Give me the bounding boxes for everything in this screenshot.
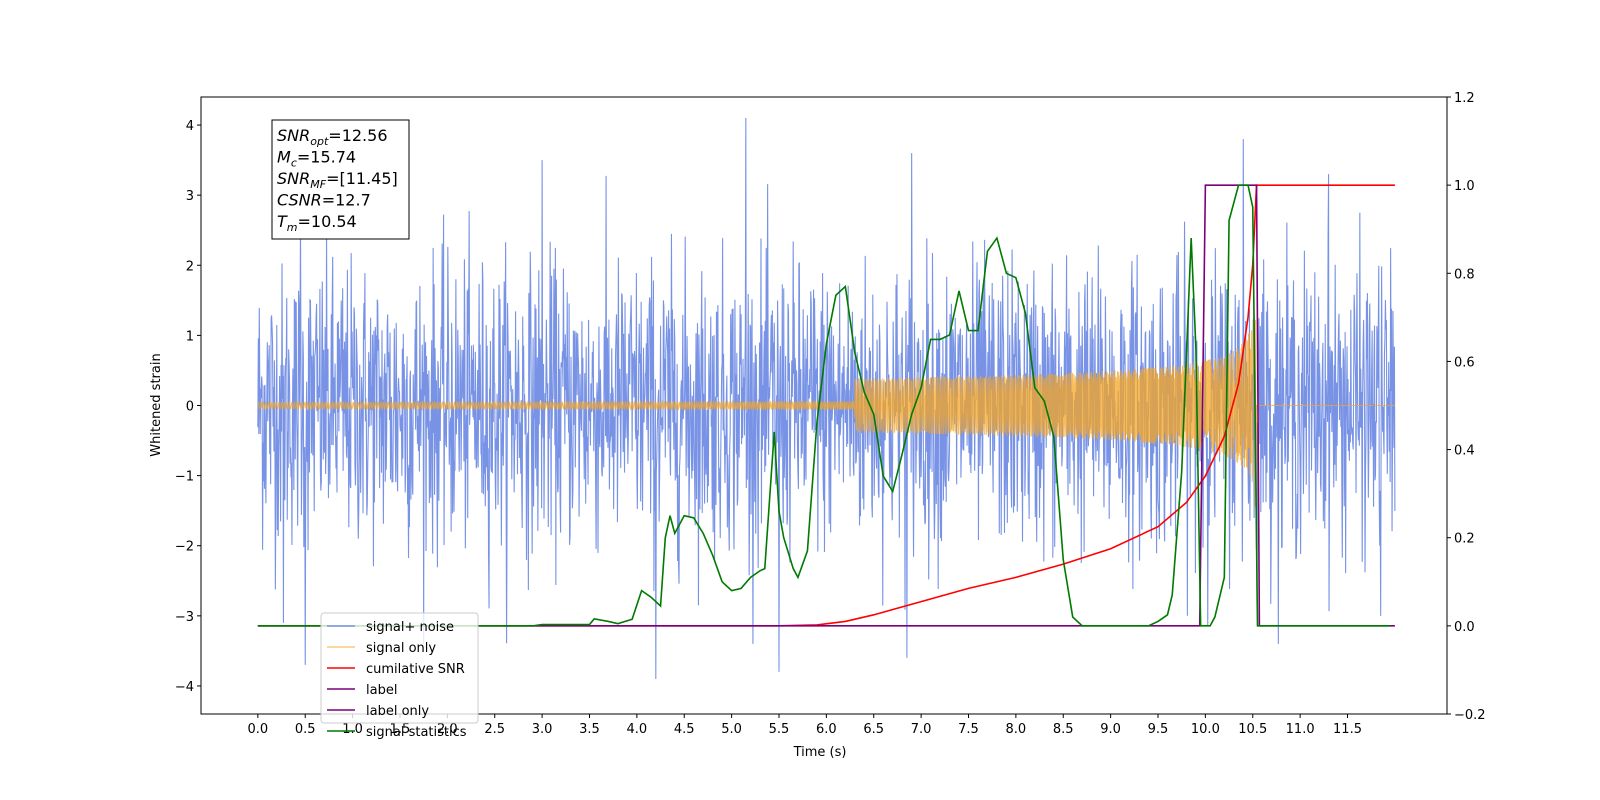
- info-box-line: SNRopt=12.56: [277, 126, 388, 148]
- y-right-tick-label: 1.0: [1454, 179, 1475, 194]
- y-left-tick-label: −4: [175, 680, 194, 695]
- x-tick-label: 2.5: [484, 722, 505, 737]
- x-tick-label: 8.5: [1053, 722, 1074, 737]
- y-left-tick-label: −2: [175, 540, 194, 555]
- legend-label: label: [366, 683, 397, 698]
- y-right-tick-label: 0.2: [1454, 532, 1475, 547]
- x-tick-label: 9.0: [1100, 722, 1121, 737]
- y-axis-left: −4 −3 −2 −1 0 1 2 3 4: [175, 119, 201, 695]
- legend: signal+ noise signal only cumilative SNR la…: [320, 612, 479, 740]
- y-left-tick-label: 0: [186, 400, 194, 415]
- legend-label: signal statistics: [366, 725, 467, 740]
- x-tick-label: 11.0: [1286, 722, 1315, 737]
- info-box-line: Tm=10.54: [277, 212, 357, 234]
- y-left-tick-label: 1: [186, 329, 194, 344]
- x-tick-label: 0.5: [295, 722, 316, 737]
- series-right-axis-lines: [257, 184, 1395, 627]
- y-right-tick-label: 0.8: [1454, 267, 1475, 282]
- x-tick-label: 5.0: [721, 722, 742, 737]
- x-tick-label: 2.0: [437, 722, 458, 737]
- info-box-frame: [271, 119, 410, 240]
- series-line-signal-statistics: [257, 184, 1391, 627]
- legend-label: cumilative SNR: [366, 662, 465, 677]
- x-tick-label: 8.0: [1006, 722, 1027, 737]
- x-tick-label: 1.0: [342, 722, 363, 737]
- signal-plus-noise-line: [257, 118, 1396, 679]
- x-tick-label: 5.5: [769, 722, 790, 737]
- x-tick-label: 3.5: [579, 722, 600, 737]
- x-tick-label: 6.5: [863, 722, 884, 737]
- x-tick-label: 0.0: [248, 722, 269, 737]
- x-tick-label: 7.5: [958, 722, 979, 737]
- y-right-tick-label: 1.2: [1454, 91, 1475, 106]
- series-signal-plus-noise: [257, 118, 1396, 679]
- x-tick-label: 10.5: [1238, 722, 1267, 737]
- info-box: SNRopt=12.56Mc=15.74SNRMF=[11.45]CSNR=12…: [271, 119, 410, 240]
- x-tick-label: 6.0: [816, 722, 837, 737]
- y-left-tick-label: 2: [186, 259, 194, 274]
- x-axis: 0.0 0.5 1.0 1.5 2.0 2.5 3.0 3.5 4.0 4.5 5.0 5.5 6.0 6…: [248, 714, 1362, 737]
- series-signal-only: [257, 310, 1395, 550]
- y-right-tick-label: 0.6: [1454, 355, 1475, 370]
- y-right-tick-label: 0.4: [1454, 444, 1475, 459]
- x-tick-label: 9.5: [1148, 722, 1169, 737]
- y-left-tick-label: −1: [175, 470, 194, 485]
- y-axis-right: −0.2 0.0 0.2 0.4 0.6 0.8 1.0 1.2: [1447, 91, 1486, 723]
- y-left-tick-label: 4: [186, 119, 194, 134]
- x-tick-label: 1.5: [390, 722, 411, 737]
- info-box-line: CSNR=12.7: [277, 191, 371, 210]
- y-right-tick-label: 0.0: [1454, 620, 1475, 635]
- x-axis-label: Time (s): [793, 745, 847, 760]
- legend-label: signal only: [366, 641, 436, 656]
- series-line-cumilative-snr: [257, 184, 1395, 627]
- y-axis-label: Whitened strain: [149, 353, 164, 456]
- info-box-line: Mc=15.74: [277, 148, 356, 170]
- x-tick-label: 7.0: [911, 722, 932, 737]
- y-left-tick-label: −3: [175, 610, 194, 625]
- x-tick-label: 11.5: [1333, 722, 1362, 737]
- x-tick-label: 4.5: [674, 722, 695, 737]
- legend-label: signal+ noise: [366, 620, 454, 635]
- y-right-tick-label: −0.2: [1454, 708, 1486, 723]
- x-tick-label: 4.0: [627, 722, 648, 737]
- info-box-line: SNRMF=[11.45]: [277, 169, 398, 191]
- y-left-tick-label: 3: [186, 189, 194, 204]
- legend-frame: [320, 612, 479, 724]
- legend-label: label only: [366, 704, 429, 719]
- x-tick-label: 10.0: [1191, 722, 1220, 737]
- x-tick-label: 3.0: [532, 722, 553, 737]
- signal-only-line: [257, 310, 1395, 550]
